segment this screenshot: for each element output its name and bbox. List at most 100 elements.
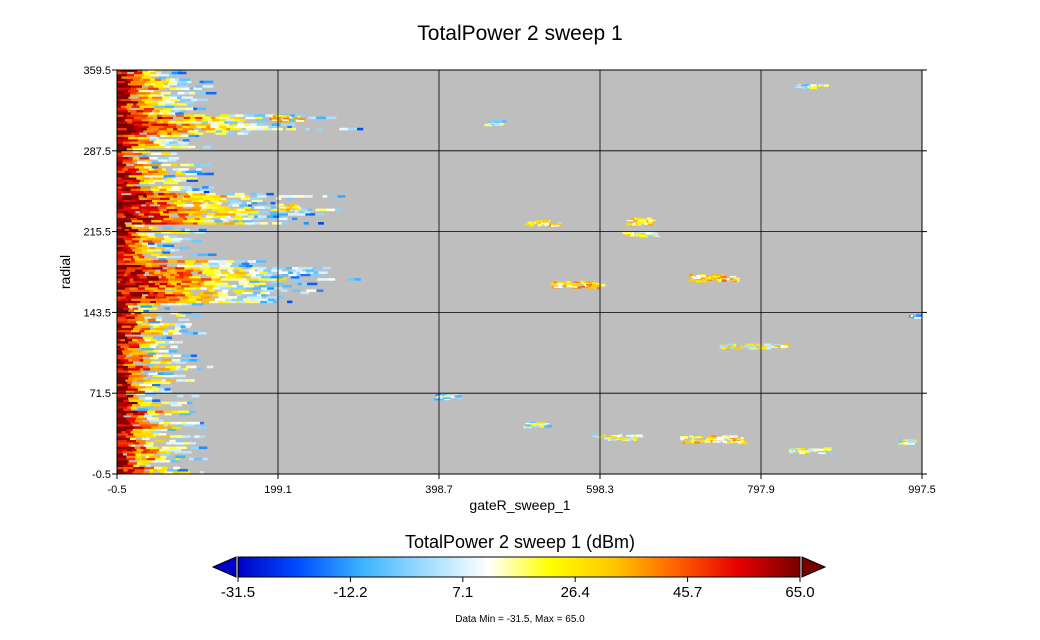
echo-cell [143,251,155,254]
echo-cell [238,282,245,286]
echo-cell [120,105,126,108]
echo-cell [156,114,163,117]
echo-cell [544,426,552,428]
echo-cell [125,379,134,382]
echo-cell [135,385,146,389]
echo-cell [229,271,235,274]
echo-cell [159,188,167,191]
echo-cell [191,206,202,209]
echo-cell [127,181,135,185]
echo-cell [246,201,252,205]
echo-cell [155,222,160,225]
echo-cell [276,203,284,207]
echo-cell [160,163,172,167]
echo-cell [214,219,224,223]
echo-cell [120,219,133,223]
echo-cell [128,358,133,362]
echo-cell [150,80,157,84]
echo-cell [128,309,135,313]
echo-cell [157,156,170,160]
echo-cell [441,394,445,397]
echo-cell [186,190,196,194]
echo-cell [712,440,721,443]
echo-cell [178,329,188,333]
echo-cell [117,87,124,90]
echo-cell [177,85,187,88]
echo-cell [166,139,174,142]
echo-cell [124,165,136,169]
echo-cell [184,228,190,232]
echo-cell [168,123,177,126]
echo-cell [127,365,136,369]
echo-cell [794,84,799,88]
echo-cell [524,223,534,225]
echo-cell [225,262,232,266]
echo-cell [194,204,200,207]
echo-cell [199,435,205,438]
echo-cell [163,424,168,427]
echo-cell [173,127,178,131]
echo-cell [190,282,198,286]
echo-cell [141,323,151,326]
echo-cell [183,121,192,124]
echo-cell [910,439,918,442]
echo-cell [117,302,127,306]
echo-cell [140,332,152,335]
echo-cell [233,219,238,223]
echo-cell [137,183,149,187]
echo-cell [117,98,121,102]
echo-cell [170,231,179,234]
echo-cell [188,145,196,149]
echo-cell [165,130,178,133]
echo-cell [152,354,157,358]
echo-cell [182,424,195,427]
echo-cell [556,281,565,285]
echo-cell [256,127,265,131]
echo-cell [177,141,189,144]
echo-cell [134,419,143,423]
echo-cell [121,150,129,153]
echo-cell [162,459,171,463]
echo-cell [175,300,186,304]
echo-cell [127,284,140,288]
echo-cell [127,388,139,391]
echo-cell [117,248,128,252]
echo-cell [170,103,178,106]
echo-cell [189,410,196,414]
echo-cell [153,201,158,205]
echo-cell [135,215,142,218]
echo-cell [135,190,145,194]
echo-cell [175,442,185,445]
echo-cell [157,291,166,295]
echo-cell [151,379,163,382]
echo-cell [189,275,201,279]
echo-cell [168,323,176,326]
echo-cell [174,269,187,272]
echo-cell [248,271,254,274]
echo-cell [131,314,139,317]
echo-cell [147,293,158,297]
echo-cell [241,201,248,205]
echo-cell [176,287,185,290]
echo-cell [176,446,187,450]
echo-cell [121,448,128,452]
echo-cell [161,228,173,232]
echo-cell [195,85,203,88]
echo-cell [168,280,176,283]
echo-cell [251,287,262,290]
echo-cell [133,376,144,380]
echo-cell [130,85,142,88]
echo-cell [142,248,148,252]
echo-cell [167,112,176,115]
echo-cell [247,204,252,207]
echo-cell [140,446,147,450]
echo-cell [185,264,195,268]
echo-cell [162,358,173,362]
echo-cell [117,71,122,75]
echo-cell [177,103,188,106]
echo-cell [162,96,170,99]
echo-cell [137,161,149,165]
echo-cell [117,361,126,364]
echo-cell [145,143,157,147]
echo-cell [250,275,262,279]
